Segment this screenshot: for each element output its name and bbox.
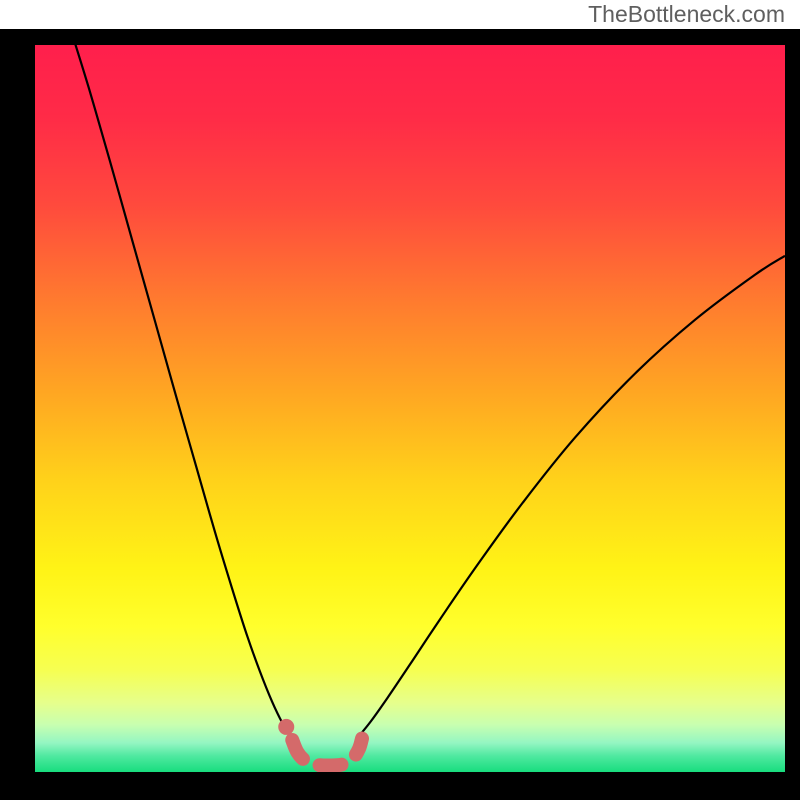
figure-root: TheBottleneck.com xyxy=(0,0,800,800)
watermark-text: TheBottleneck.com xyxy=(588,1,785,28)
curve-right xyxy=(358,256,786,738)
frame-right xyxy=(785,29,800,800)
frame-top xyxy=(0,29,800,45)
plot-area xyxy=(35,45,785,772)
bottleneck-marker-dot xyxy=(278,719,294,735)
curve-left xyxy=(71,45,292,738)
frame-bottom xyxy=(0,772,800,800)
frame-left xyxy=(0,29,35,800)
bottleneck-marker-arc xyxy=(292,739,362,766)
curves-layer xyxy=(35,45,785,772)
